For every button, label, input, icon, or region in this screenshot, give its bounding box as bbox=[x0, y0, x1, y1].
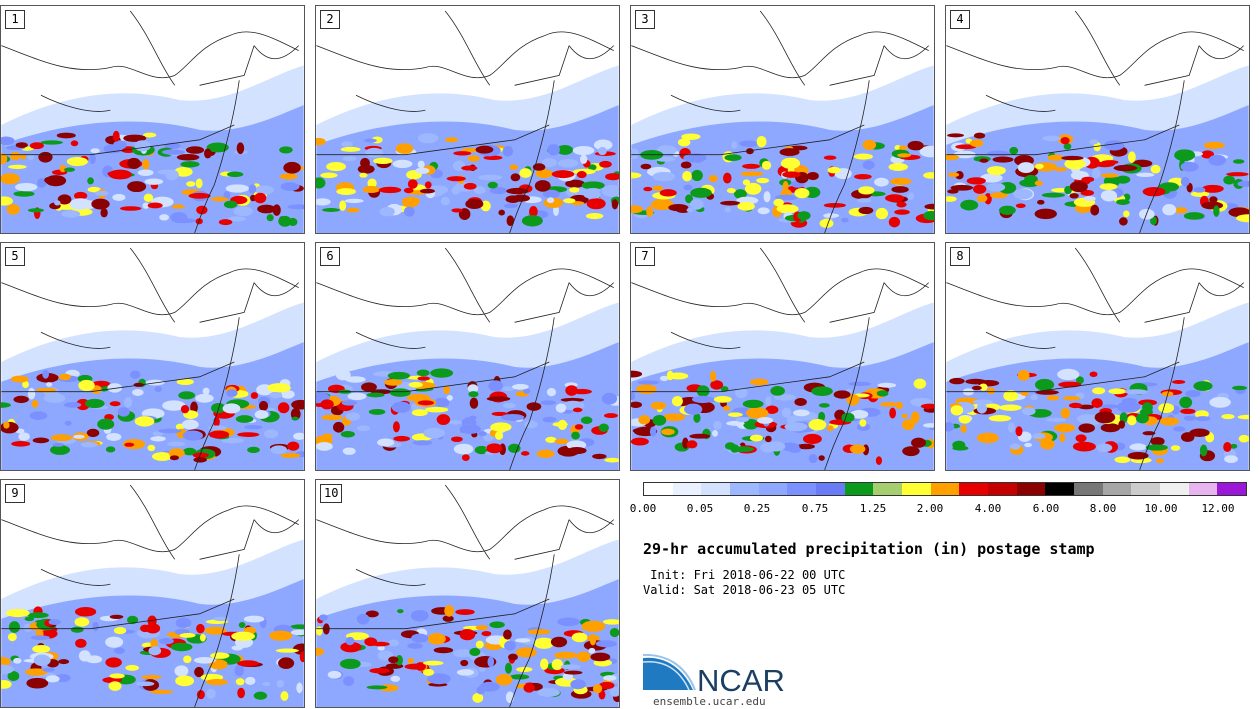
colorbar-swatch bbox=[787, 483, 817, 495]
colorbar-tick-label: 4.00 bbox=[974, 502, 1002, 515]
colorbar-swatch bbox=[758, 483, 788, 495]
colorbar-tick-label: 6.00 bbox=[1032, 502, 1060, 515]
precipitation-colorbar bbox=[643, 482, 1247, 496]
ensemble-member-panel: 1 bbox=[0, 5, 305, 234]
ensemble-member-panel: 3 bbox=[630, 5, 935, 234]
member-number-label: 2 bbox=[320, 10, 340, 29]
ensemble-member-panel: 9 bbox=[0, 479, 305, 708]
colorbar-swatch bbox=[988, 483, 1017, 495]
colorbar-tick-labels: 0.00 0.05 0.25 0.75 1.25 2.00 4.00 6.00 8.00 10.0… bbox=[630, 502, 1260, 518]
colorbar-swatch bbox=[1131, 483, 1161, 495]
figure-title: 29-hr accumulated precipitation (in) pos… bbox=[643, 540, 1095, 558]
ensemble-member-panel: 4 bbox=[945, 5, 1250, 234]
ncar-logo: NCAR bbox=[643, 654, 785, 696]
member-number-label: 5 bbox=[5, 247, 25, 266]
ensemble-member-panel: 7 bbox=[630, 242, 935, 471]
colorbar-tick-label: 0.05 bbox=[686, 502, 714, 515]
member-number-label: 1 bbox=[5, 10, 25, 29]
ensemble-member-panel: 5 bbox=[0, 242, 305, 471]
precipitation-map bbox=[1, 10, 304, 233]
init-valid-times: Init: Fri 2018-06-22 00 UTC Valid: Sat 2… bbox=[643, 568, 845, 598]
member-number-label: 7 bbox=[635, 247, 655, 266]
ensemble-member-panel: 2 bbox=[315, 5, 620, 234]
precipitation-map bbox=[1, 247, 304, 470]
colorbar-swatch bbox=[873, 483, 903, 495]
precipitation-map bbox=[946, 247, 1249, 470]
precipitation-map bbox=[631, 10, 934, 233]
colorbar-swatch bbox=[730, 483, 759, 495]
precipitation-map bbox=[631, 247, 934, 470]
colorbar-tick-label: 0.25 bbox=[743, 502, 771, 515]
ensemble-member-panel: 6 bbox=[315, 242, 620, 471]
precipitation-map bbox=[946, 10, 1249, 233]
colorbar-swatch bbox=[902, 483, 931, 495]
ensemble-url: ensemble.ucar.edu bbox=[653, 695, 766, 708]
colorbar-swatch bbox=[844, 483, 874, 495]
valid-time: Valid: Sat 2018-06-23 05 UTC bbox=[643, 583, 846, 597]
init-time: Init: Fri 2018-06-22 00 UTC bbox=[643, 568, 846, 582]
member-number-label: 10 bbox=[320, 484, 343, 503]
colorbar-tick-label: 8.00 bbox=[1089, 502, 1117, 515]
colorbar-swatch bbox=[1016, 483, 1046, 495]
colorbar-swatch bbox=[930, 483, 960, 495]
colorbar-swatch bbox=[1217, 483, 1247, 495]
colorbar-swatch bbox=[1045, 483, 1075, 495]
precipitation-map bbox=[316, 484, 619, 707]
colorbar-swatch bbox=[959, 483, 989, 495]
colorbar-swatch bbox=[1188, 483, 1218, 495]
colorbar-swatch bbox=[1074, 483, 1103, 495]
colorbar-tick-label: 0.75 bbox=[801, 502, 829, 515]
colorbar-swatch bbox=[816, 483, 845, 495]
precipitation-map bbox=[316, 10, 619, 233]
colorbar-swatch bbox=[1160, 483, 1189, 495]
ensemble-member-panel: 10 bbox=[315, 479, 620, 708]
colorbar-tick-label: 10.00 bbox=[1144, 502, 1178, 515]
colorbar-swatch bbox=[672, 483, 702, 495]
colorbar-tick-label: 12.00 bbox=[1201, 502, 1235, 515]
member-number-label: 8 bbox=[950, 247, 970, 266]
precipitation-map bbox=[316, 247, 619, 470]
ensemble-member-panel: 8 bbox=[945, 242, 1250, 471]
member-number-label: 9 bbox=[5, 484, 25, 503]
member-number-label: 6 bbox=[320, 247, 340, 266]
member-number-label: 4 bbox=[950, 10, 970, 29]
member-number-label: 3 bbox=[635, 10, 655, 29]
colorbar-tick-label: 0.00 bbox=[629, 502, 657, 515]
precipitation-map bbox=[1, 484, 304, 707]
colorbar-tick-label: 1.25 bbox=[859, 502, 887, 515]
colorbar-tick-label: 2.00 bbox=[916, 502, 944, 515]
colorbar-swatch bbox=[644, 483, 673, 495]
colorbar-swatch bbox=[1102, 483, 1132, 495]
colorbar-swatch bbox=[701, 483, 731, 495]
ncar-logo-text: NCAR bbox=[697, 663, 785, 696]
